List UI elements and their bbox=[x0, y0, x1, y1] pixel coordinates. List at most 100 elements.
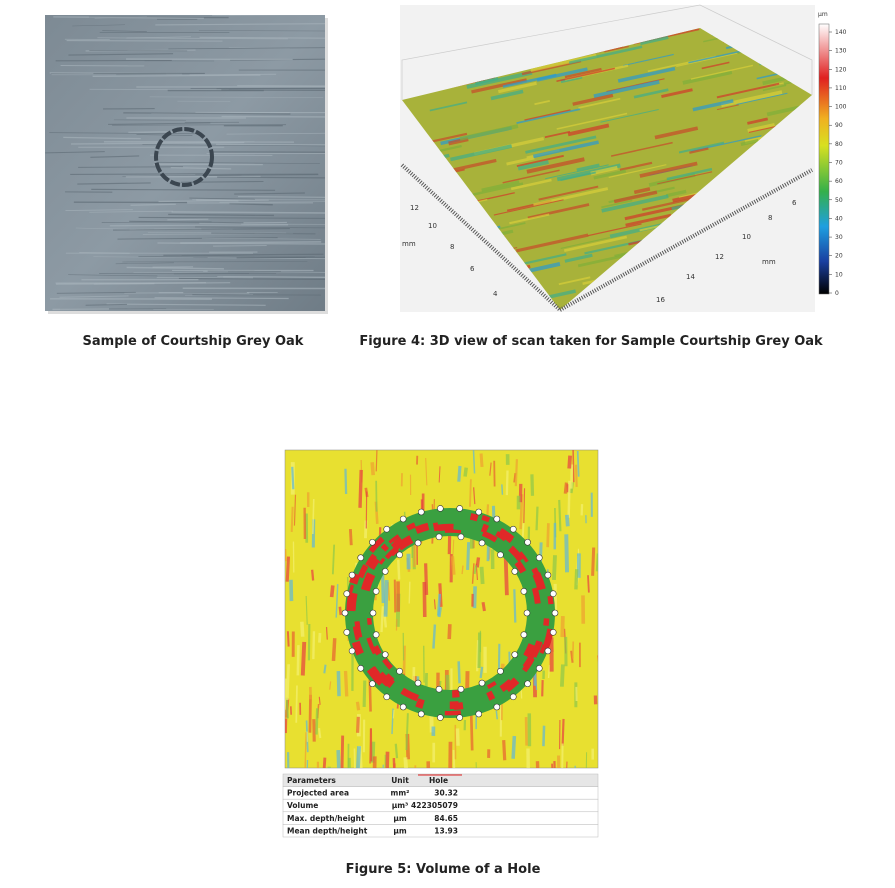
grain bbox=[156, 161, 320, 164]
streak bbox=[762, 75, 789, 86]
axis-ruler bbox=[559, 168, 813, 312]
streak bbox=[564, 67, 602, 80]
contour-point bbox=[399, 703, 407, 711]
streak bbox=[530, 474, 535, 496]
streak bbox=[318, 728, 322, 739]
streak bbox=[595, 553, 598, 572]
streak bbox=[701, 61, 730, 70]
streak bbox=[523, 488, 526, 524]
contour-point bbox=[493, 703, 501, 711]
streak bbox=[527, 203, 590, 220]
streak bbox=[285, 664, 290, 701]
table-cell: 13.93 bbox=[434, 826, 458, 835]
streak bbox=[552, 555, 557, 580]
depth-patch bbox=[415, 698, 425, 709]
streak bbox=[448, 137, 469, 146]
streak bbox=[322, 757, 327, 768]
axis-label: 10 bbox=[428, 222, 437, 230]
streak bbox=[477, 632, 482, 669]
contour-point bbox=[357, 554, 365, 562]
streak bbox=[466, 70, 533, 89]
grain bbox=[168, 47, 325, 50]
grain bbox=[216, 87, 325, 90]
table-cell: 422305079 bbox=[411, 801, 458, 810]
grain bbox=[195, 226, 325, 229]
streak bbox=[329, 681, 332, 690]
contour-point bbox=[456, 505, 463, 512]
streak bbox=[678, 141, 725, 154]
streak bbox=[563, 482, 568, 494]
streak bbox=[516, 108, 581, 124]
grain bbox=[75, 227, 136, 230]
axis-label: 16 bbox=[656, 296, 665, 304]
contour-point bbox=[511, 568, 519, 575]
streak bbox=[639, 35, 669, 46]
depth-patch bbox=[432, 522, 439, 532]
streak bbox=[676, 52, 738, 67]
streak bbox=[593, 169, 627, 180]
streak bbox=[285, 678, 288, 710]
grain bbox=[63, 136, 141, 140]
grain bbox=[91, 188, 276, 191]
streak bbox=[471, 563, 475, 584]
streak bbox=[570, 464, 574, 489]
contour-point bbox=[437, 714, 444, 721]
colorbar-tick-label: 10 bbox=[835, 271, 843, 278]
streak bbox=[450, 144, 513, 162]
depth-patch bbox=[547, 595, 554, 605]
contour-point bbox=[509, 693, 517, 701]
streak bbox=[473, 192, 515, 203]
streak bbox=[392, 709, 395, 719]
contour-point bbox=[535, 554, 543, 562]
contour-point bbox=[493, 515, 501, 523]
streak bbox=[426, 761, 431, 768]
contour-points bbox=[341, 505, 559, 721]
streak bbox=[509, 213, 550, 225]
contour-point bbox=[457, 533, 465, 541]
grain bbox=[236, 256, 325, 259]
streak bbox=[524, 109, 571, 121]
streak bbox=[560, 616, 565, 638]
grain bbox=[45, 151, 105, 154]
streak bbox=[315, 708, 319, 735]
table-cell: Projected area bbox=[287, 789, 349, 798]
streak bbox=[682, 70, 733, 85]
grain bbox=[108, 122, 211, 125]
grain bbox=[68, 274, 158, 277]
streak bbox=[591, 547, 596, 576]
grain bbox=[52, 308, 110, 311]
grain bbox=[229, 202, 273, 206]
streak bbox=[601, 194, 669, 213]
streak bbox=[472, 450, 476, 474]
depth-patch bbox=[380, 543, 389, 552]
streak bbox=[455, 728, 460, 746]
streak bbox=[556, 112, 628, 130]
axis-label: 6 bbox=[792, 199, 797, 207]
colorbar-tick-label: 20 bbox=[835, 253, 843, 260]
streak bbox=[408, 581, 411, 604]
grain bbox=[123, 112, 291, 115]
depth-patch bbox=[486, 680, 497, 689]
depth-patch bbox=[525, 643, 536, 655]
contour-point bbox=[369, 538, 376, 546]
contour-point bbox=[520, 631, 528, 638]
streak bbox=[747, 117, 769, 125]
grain bbox=[126, 266, 224, 270]
grain bbox=[201, 237, 321, 240]
streak bbox=[610, 141, 673, 157]
streak bbox=[535, 506, 539, 531]
axis-label: 6 bbox=[470, 265, 475, 273]
contour-point bbox=[417, 508, 425, 516]
streak bbox=[762, 84, 787, 92]
streak bbox=[661, 88, 693, 98]
streak bbox=[736, 92, 788, 105]
streak bbox=[438, 466, 441, 483]
contour-point bbox=[524, 680, 531, 688]
grain bbox=[66, 40, 223, 42]
streak bbox=[394, 743, 399, 759]
streak bbox=[451, 539, 455, 566]
box-edge bbox=[401, 4, 813, 100]
streak bbox=[473, 487, 476, 505]
ring-depth bbox=[346, 513, 554, 716]
